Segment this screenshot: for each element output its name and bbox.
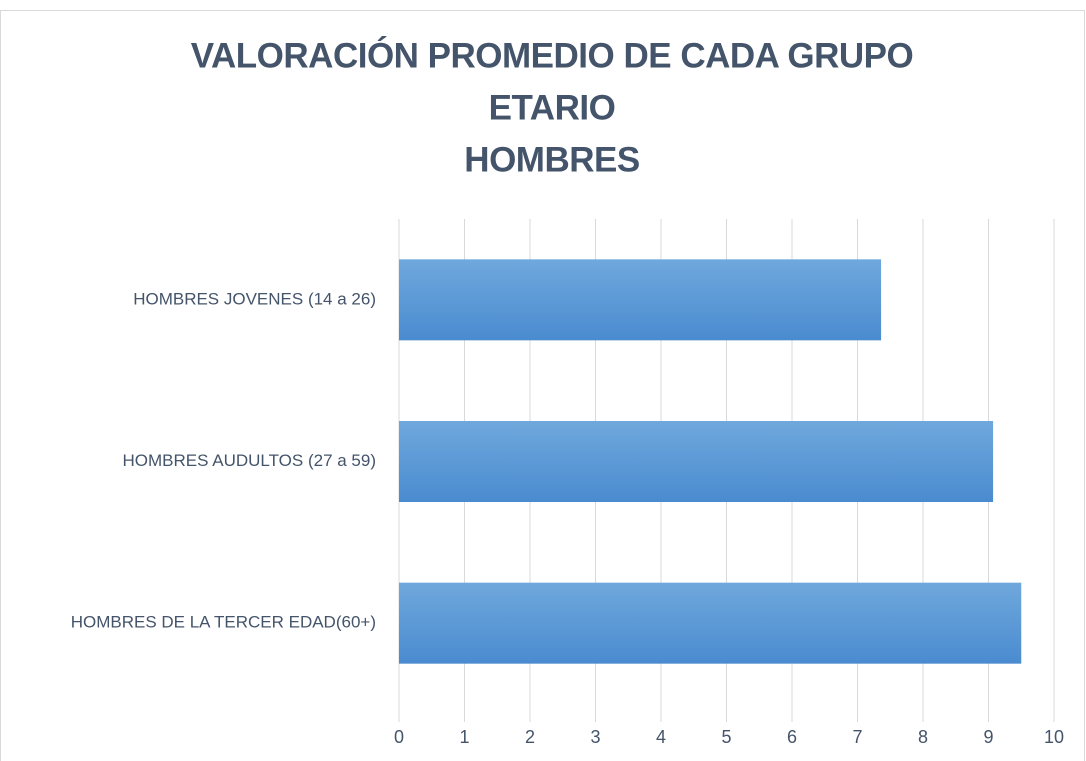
chart-title: VALORACIÓN PROMEDIO DE CADA GRUPO xyxy=(191,35,913,75)
bar xyxy=(399,582,1022,664)
x-tick-label: 0 xyxy=(394,727,404,747)
x-tick-label: 3 xyxy=(590,727,600,747)
bar xyxy=(399,421,994,502)
x-tick-label: 2 xyxy=(525,727,535,747)
y-tick-label: HOMBRES JOVENES (14 a 26) xyxy=(133,289,376,308)
y-tick-label: HOMBRES AUDULTOS (27 a 59) xyxy=(122,451,376,470)
x-tick-label: 6 xyxy=(787,727,797,747)
x-tick-label: 5 xyxy=(721,727,731,747)
x-tick-label: 4 xyxy=(656,727,666,747)
y-tick-label: HOMBRES DE LA TERCER EDAD(60+) xyxy=(71,613,376,632)
chart-title: HOMBRES xyxy=(464,140,639,179)
x-tick-label: 10 xyxy=(1044,727,1064,747)
bar xyxy=(399,259,882,341)
x-tick-label: 1 xyxy=(459,727,469,747)
x-tick-label: 7 xyxy=(852,727,862,747)
x-tick-label: 9 xyxy=(983,727,993,747)
x-tick-label: 8 xyxy=(918,727,928,747)
chart-title: ETARIO xyxy=(489,88,616,127)
